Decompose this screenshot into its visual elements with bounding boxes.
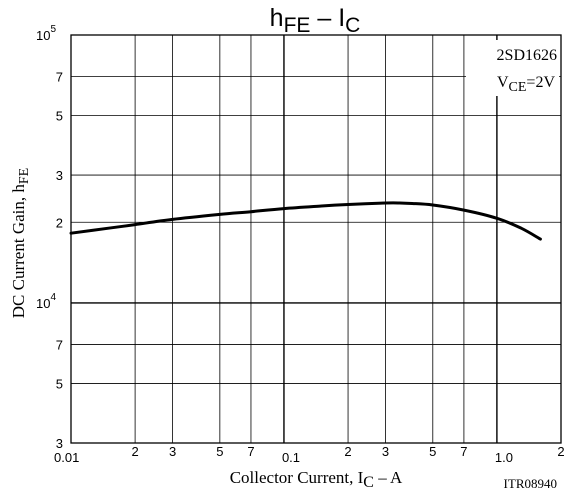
x-tick-label: 5 (429, 444, 436, 459)
y-tick-labels: 3 5 7 104 2 3 5 7 105 (36, 24, 63, 451)
x-tick-label: 3 (382, 444, 389, 459)
plot-frame (70, 34, 562, 444)
x-tick-label: 2 (344, 444, 351, 459)
annotation-condition: VCE=2V (497, 74, 555, 95)
x-axis-label: Collector Current, IC – A (230, 468, 403, 491)
y-tick-label: 7 (56, 70, 63, 85)
x-tick-label: 3 (169, 444, 176, 459)
annotation-background (466, 40, 559, 96)
y-tick-label: 104 (36, 292, 56, 311)
x-tick-label: 7 (460, 444, 467, 459)
series-layer (69, 201, 542, 241)
y-tick-label: 3 (56, 168, 63, 183)
x-tick-label: 2 (557, 444, 564, 459)
y-axis-label: DC Current Gain, hFE (9, 168, 32, 318)
annotation-part: 2SD1626 (497, 47, 557, 64)
figure-code: ITR08940 (504, 476, 557, 491)
y-tick-label: 7 (56, 337, 63, 352)
x-tick-label: 1.0 (495, 450, 513, 465)
y-tick-label: 105 (36, 24, 56, 43)
y-tick-label: 3 (56, 436, 63, 451)
x-tick-labels: 0.01 2 3 5 7 0.1 2 3 5 7 1.0 2 (54, 444, 565, 465)
x-tick-label: 7 (247, 444, 254, 459)
y-tick-label: 2 (56, 215, 63, 230)
x-tick-label: 0.01 (54, 450, 79, 465)
x-tick-label: 0.1 (282, 450, 300, 465)
x-tick-label: 5 (216, 444, 223, 459)
x-tick-label: 2 (131, 444, 138, 459)
hfe-curve (69, 201, 542, 241)
y-tick-label: 5 (56, 109, 63, 124)
chart-title: hFE – IC (270, 4, 361, 37)
y-tick-label: 5 (56, 377, 63, 392)
